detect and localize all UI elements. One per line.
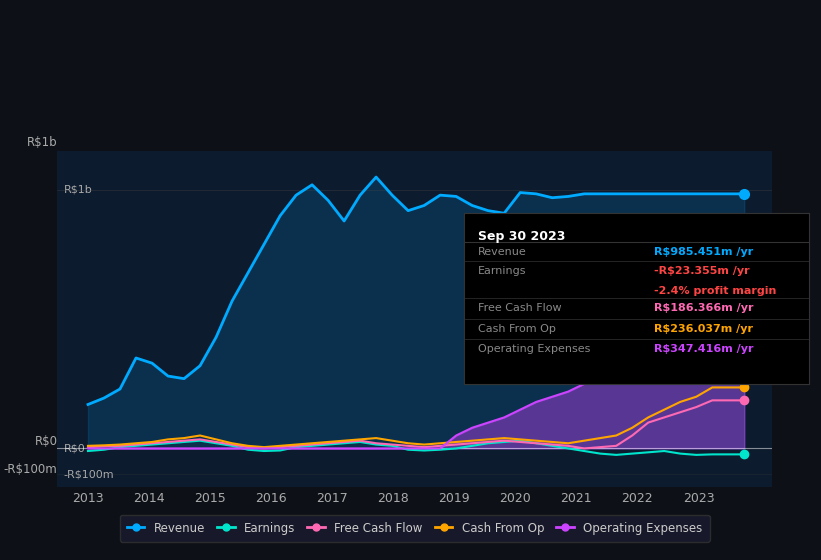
Text: -R$23.355m /yr: -R$23.355m /yr [654, 266, 749, 276]
Legend: Revenue, Earnings, Free Cash Flow, Cash From Op, Operating Expenses: Revenue, Earnings, Free Cash Flow, Cash … [120, 515, 709, 542]
Text: Operating Expenses: Operating Expenses [478, 344, 590, 354]
Text: R$1b: R$1b [27, 136, 57, 148]
Text: -R$100m: -R$100m [63, 469, 114, 479]
Text: R$236.037m /yr: R$236.037m /yr [654, 324, 753, 334]
Text: R$985.451m /yr: R$985.451m /yr [654, 247, 753, 257]
Text: Earnings: Earnings [478, 266, 526, 276]
Text: R$1b: R$1b [63, 185, 92, 195]
Text: -2.4% profit margin: -2.4% profit margin [654, 286, 776, 296]
Text: Sep 30 2023: Sep 30 2023 [478, 230, 565, 243]
Text: -R$100m: -R$100m [4, 463, 57, 476]
Text: R$347.416m /yr: R$347.416m /yr [654, 344, 753, 354]
Text: R$0: R$0 [34, 435, 57, 448]
Text: R$186.366m /yr: R$186.366m /yr [654, 304, 753, 314]
Text: Revenue: Revenue [478, 247, 526, 257]
Text: R$0: R$0 [63, 444, 85, 454]
Text: Cash From Op: Cash From Op [478, 324, 556, 334]
Text: Free Cash Flow: Free Cash Flow [478, 304, 562, 314]
